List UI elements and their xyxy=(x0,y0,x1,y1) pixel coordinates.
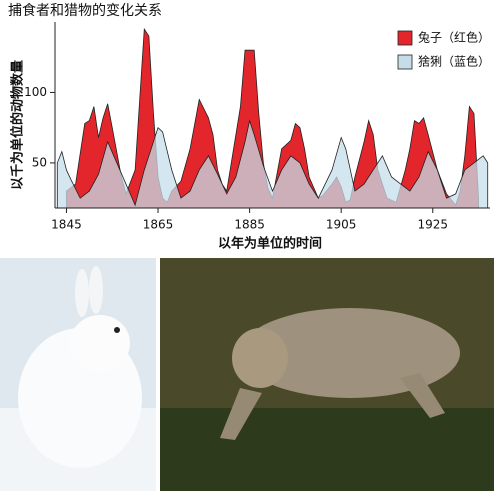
x-tick-label: 1865 xyxy=(143,218,174,232)
y-axis-title: 以千为单位的动物数量 xyxy=(10,60,26,190)
hare-head xyxy=(70,315,130,371)
y-tick-label: 100 xyxy=(24,85,47,99)
legend-swatch xyxy=(397,30,413,46)
lynx-leg xyxy=(220,388,262,440)
chart-title: 捕食者和猎物的变化关系 xyxy=(8,2,162,19)
chart: 捕食者和猎物的变化关系 以年为单位的时间 以千为单位的动物数量 50 100 184… xyxy=(8,2,490,252)
lynx-body xyxy=(240,308,460,398)
x-axis-title: 以年为单位的时间 xyxy=(218,236,322,252)
legend-label: 猞猁（蓝色） xyxy=(418,55,490,69)
photos xyxy=(0,258,494,491)
area xyxy=(66,27,479,209)
x-tick-label: 1925 xyxy=(417,218,448,232)
x-tick-label: 1885 xyxy=(234,218,265,232)
hare-ear xyxy=(75,269,89,317)
legend-swatch xyxy=(397,54,413,70)
hare-ear xyxy=(89,266,103,314)
lynx-leg xyxy=(400,373,445,418)
x-tick-label: 1905 xyxy=(326,218,357,232)
grass xyxy=(160,408,494,491)
legend-label: 兔子（红色） xyxy=(418,30,490,45)
x-tick-label: 1845 xyxy=(51,218,82,232)
area xyxy=(56,119,489,209)
lynx-head xyxy=(232,328,288,388)
hare-eye xyxy=(114,327,120,333)
y-tick-label: 50 xyxy=(32,155,47,169)
